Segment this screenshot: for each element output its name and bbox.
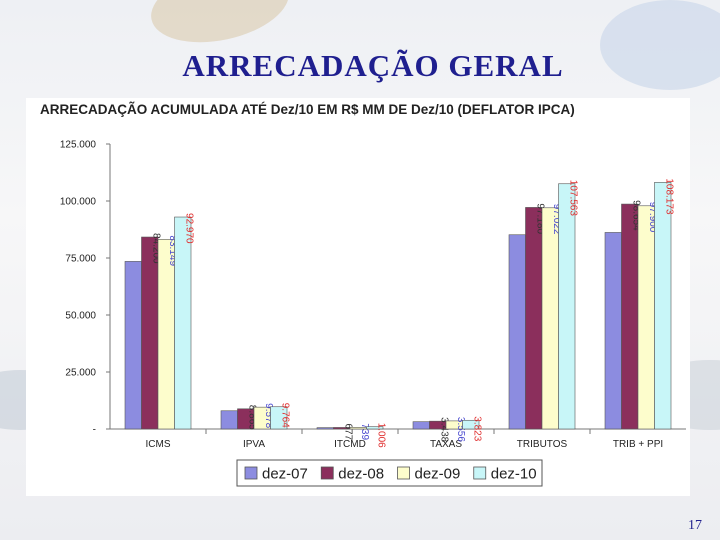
data-label: 3.556 — [455, 417, 466, 442]
data-label: 83.149 — [167, 235, 178, 266]
chart-frame: ARRECADAÇÃO ACUMULADA ATÉ Dez/10 EM R$ M… — [26, 98, 690, 496]
background-decoration — [144, 0, 296, 54]
legend-swatch — [397, 466, 410, 480]
data-label: 9.764 — [279, 403, 290, 428]
data-label: 108.173 — [663, 178, 674, 215]
data-label: 97.180 — [534, 203, 545, 234]
y-tick-label: 125.000 — [60, 140, 97, 151]
legend-swatch — [320, 466, 334, 480]
data-label: 97.900 — [647, 202, 658, 233]
bar — [141, 236, 159, 430]
bar-chart: ARRECADAÇÃO ACUMULADA ATÉ Dez/10 EM R$ M… — [40, 102, 686, 487]
bar — [412, 421, 430, 430]
legend-swatch — [473, 466, 487, 480]
x-tick-label: ICMS — [146, 439, 171, 450]
legend-label: dez-09 — [415, 466, 461, 483]
bar — [270, 406, 288, 430]
y-tick-label: 75.000 — [65, 254, 96, 265]
data-label: 92.970 — [183, 213, 194, 244]
data-label: 677 — [342, 423, 353, 440]
bar — [508, 234, 526, 430]
data-label: 1.006 — [375, 423, 386, 448]
bar — [604, 232, 622, 430]
bar — [316, 427, 334, 430]
legend-label: dez-07 — [262, 466, 308, 483]
data-label: 739 — [359, 423, 370, 440]
slide-title: ARRECADAÇÃO GERAL — [182, 48, 564, 83]
x-tick-label: TAXAS — [430, 439, 462, 450]
page-number: 17 — [688, 518, 702, 533]
data-label: 84.200 — [150, 233, 161, 264]
data-label: 3.823 — [471, 416, 482, 441]
x-tick-label: IPVA — [243, 439, 265, 450]
bar — [621, 203, 639, 430]
bar — [124, 261, 142, 430]
y-tick-label: 25.000 — [65, 368, 96, 379]
data-label: 107.563 — [567, 180, 578, 217]
bar — [366, 426, 384, 430]
bar — [174, 216, 192, 430]
bar — [525, 207, 543, 430]
x-tick-label: TRIBUTOS — [517, 439, 568, 450]
chart-title: ARRECADAÇÃO ACUMULADA ATÉ Dez/10 EM R$ M… — [40, 102, 575, 117]
legend-box — [236, 459, 543, 487]
bar — [541, 207, 559, 430]
data-label: 98.654 — [630, 200, 641, 231]
y-tick-label: 100.000 — [60, 197, 97, 208]
bar — [654, 182, 672, 430]
legend-label: dez-08 — [338, 466, 384, 483]
bar — [157, 239, 175, 430]
data-label: 3.438 — [438, 417, 449, 442]
y-tick-label: 50.000 — [65, 311, 96, 322]
bar — [637, 205, 655, 430]
x-tick-label: ITCMD — [334, 439, 366, 450]
y-tick-label: - — [93, 425, 96, 436]
background-decoration — [600, 0, 720, 90]
x-tick-label: TRIB + PPI — [613, 439, 663, 450]
legend-swatch — [244, 466, 258, 480]
bar — [462, 419, 480, 430]
data-label: 97.022 — [551, 204, 562, 235]
data-label: 8.865 — [246, 405, 257, 430]
bar — [558, 183, 576, 430]
legend-label: dez-10 — [491, 466, 537, 483]
data-label: 9.578 — [263, 403, 274, 428]
bar — [220, 410, 238, 430]
